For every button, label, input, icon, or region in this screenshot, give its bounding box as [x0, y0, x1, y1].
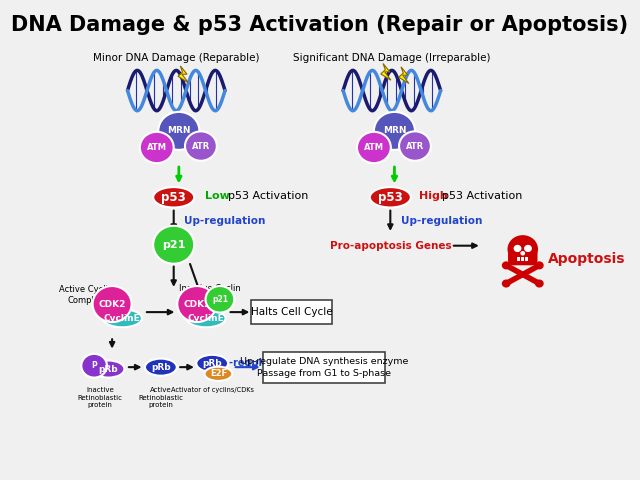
FancyBboxPatch shape [521, 256, 524, 261]
Circle shape [93, 286, 132, 322]
FancyBboxPatch shape [252, 300, 332, 324]
Circle shape [177, 286, 216, 322]
Text: Significant DNA Damage (Irreparable): Significant DNA Damage (Irreparable) [293, 53, 491, 62]
Circle shape [502, 279, 511, 288]
Text: MRN: MRN [167, 126, 191, 135]
Text: High: High [419, 192, 447, 201]
Text: Pro-apoptosis Genes: Pro-apoptosis Genes [330, 240, 451, 251]
Text: ATR: ATR [406, 142, 424, 151]
Text: CyclinE: CyclinE [104, 314, 141, 323]
Circle shape [153, 226, 194, 264]
FancyBboxPatch shape [263, 352, 385, 383]
Circle shape [158, 112, 200, 150]
Circle shape [140, 132, 173, 163]
Polygon shape [178, 66, 188, 83]
Circle shape [535, 279, 544, 288]
Text: ATR: ATR [192, 142, 210, 151]
Text: Active
Retinoblastic
protein: Active Retinoblastic protein [138, 387, 184, 408]
Text: CyclinE: CyclinE [188, 314, 225, 323]
Ellipse shape [196, 355, 228, 372]
Text: p53: p53 [161, 191, 186, 204]
Circle shape [185, 132, 217, 161]
Text: P: P [92, 361, 97, 370]
Text: Active Cyclin
Complex: Active Cyclin Complex [60, 285, 114, 305]
Circle shape [520, 251, 525, 255]
FancyBboxPatch shape [508, 249, 538, 265]
Circle shape [357, 132, 391, 163]
Text: Up-regulation: Up-regulation [184, 216, 266, 226]
Text: p21: p21 [212, 295, 228, 304]
Ellipse shape [186, 309, 225, 327]
Text: pRb: pRb [151, 363, 171, 372]
Text: E2F: E2F [210, 369, 227, 378]
Text: pRb: pRb [99, 364, 118, 373]
Text: pRb: pRb [202, 359, 222, 368]
Circle shape [513, 245, 522, 252]
Text: p53: p53 [378, 191, 403, 204]
Text: Inactive Cyclin
Complex: Inactive Cyclin Complex [179, 284, 241, 304]
Text: p53 Activation: p53 Activation [442, 192, 522, 201]
FancyBboxPatch shape [516, 256, 520, 261]
Text: CDK2: CDK2 [99, 300, 126, 309]
Ellipse shape [145, 359, 177, 376]
Ellipse shape [153, 187, 194, 207]
Text: p53 Activation: p53 Activation [228, 192, 308, 201]
Text: ATM: ATM [147, 143, 167, 152]
Circle shape [205, 286, 234, 312]
Circle shape [508, 235, 538, 264]
Ellipse shape [370, 187, 411, 207]
Ellipse shape [103, 309, 142, 327]
Text: Minor DNA Damage (Reparable): Minor DNA Damage (Reparable) [93, 53, 260, 62]
Text: p21: p21 [162, 240, 186, 250]
Polygon shape [399, 67, 409, 84]
Polygon shape [381, 63, 391, 80]
Ellipse shape [93, 360, 124, 378]
FancyBboxPatch shape [525, 256, 529, 261]
Circle shape [399, 132, 431, 161]
Circle shape [535, 261, 544, 269]
Text: Inactive
Retinoblastic
protein: Inactive Retinoblastic protein [78, 387, 123, 408]
Text: Up-regulation: Up-regulation [401, 216, 482, 226]
Circle shape [524, 245, 532, 252]
Ellipse shape [205, 367, 232, 381]
Text: Apoptosis: Apoptosis [548, 252, 626, 266]
Text: Low: Low [205, 192, 229, 201]
Text: ATM: ATM [364, 143, 384, 152]
Text: MRN: MRN [383, 126, 406, 135]
Text: Up-regulation: Up-regulation [214, 359, 291, 368]
Text: Halts Cell Cycle: Halts Cell Cycle [251, 307, 333, 317]
Text: Up-regulate DNA synthesis enzyme
Passage from G1 to S-phase: Up-regulate DNA synthesis enzyme Passage… [240, 357, 408, 378]
Text: DNA Damage & p53 Activation (Repair or Apoptosis): DNA Damage & p53 Activation (Repair or A… [12, 14, 628, 35]
Circle shape [81, 354, 107, 378]
Circle shape [502, 261, 511, 269]
Circle shape [374, 112, 415, 150]
Text: Activator of cyclins/CDKs: Activator of cyclins/CDKs [171, 387, 253, 393]
Text: CDK2: CDK2 [183, 300, 211, 309]
